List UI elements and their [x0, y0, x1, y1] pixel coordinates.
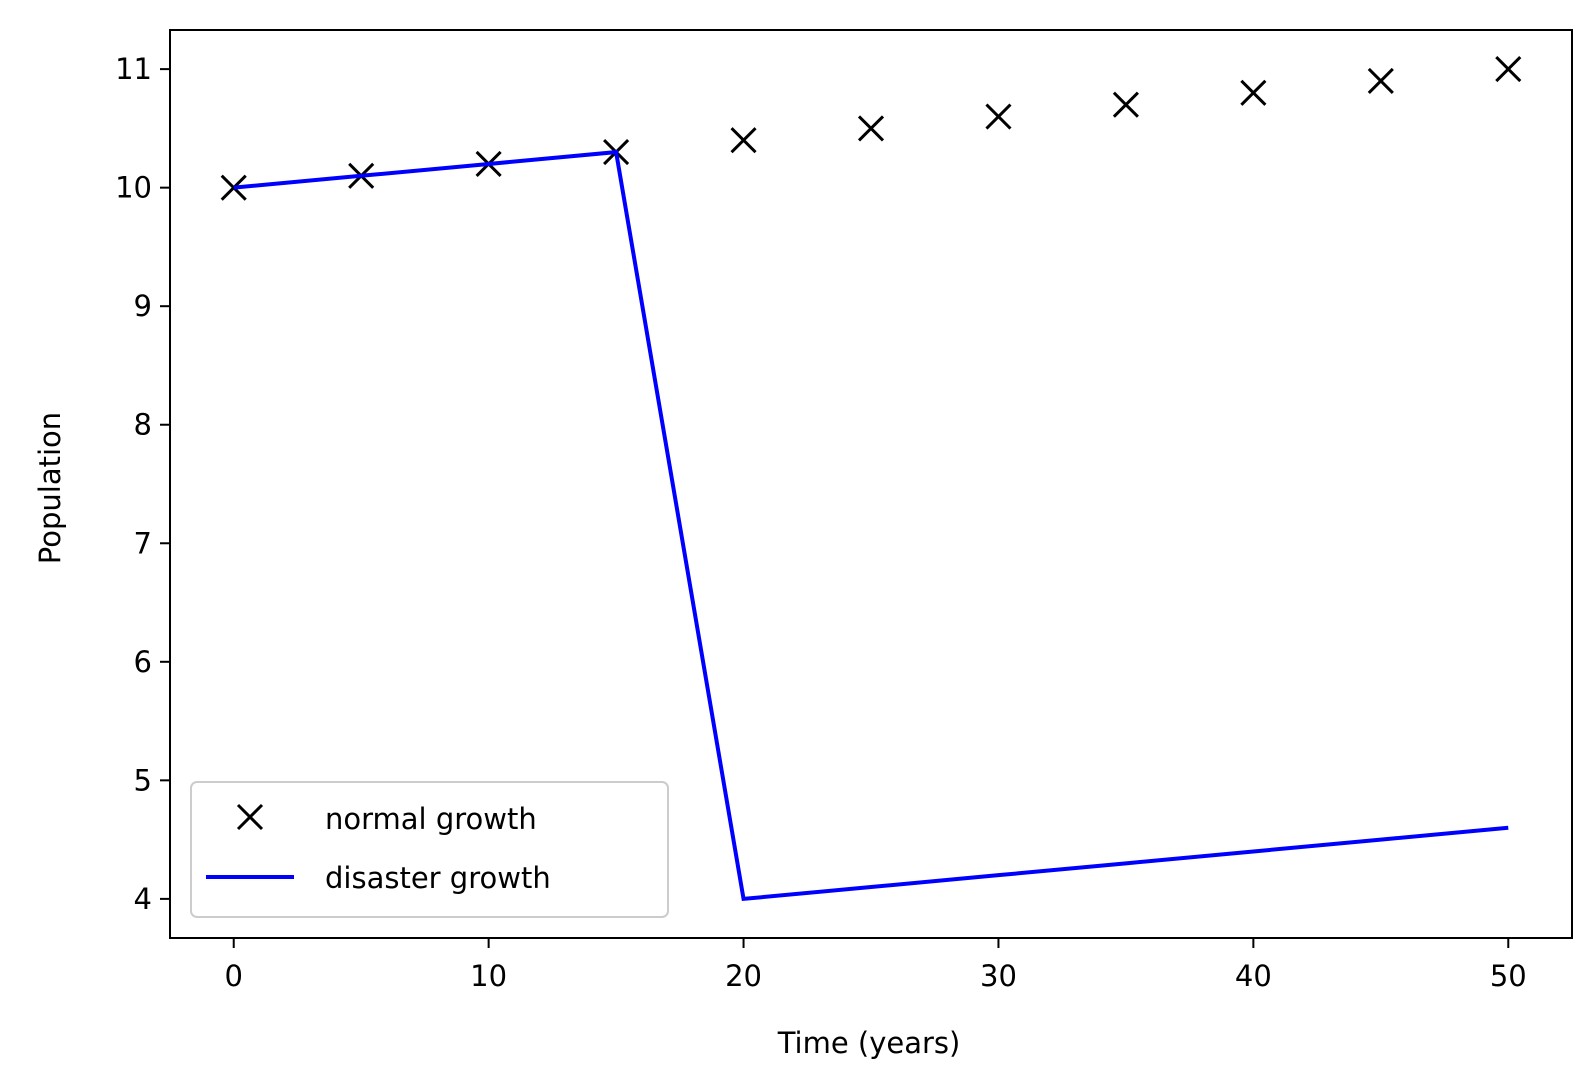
y-tick-label: 11	[115, 52, 152, 86]
x-tick-label: 50	[1490, 959, 1527, 993]
y-axis: 4 5 6 7 8 9 10 11	[115, 52, 170, 916]
y-axis-label: Population	[33, 412, 67, 564]
y-tick-label: 9	[134, 289, 152, 323]
x-axis-label: Time (years)	[777, 1026, 961, 1060]
data-point-normal-growth	[1112, 91, 1139, 118]
data-point-normal-growth	[857, 115, 885, 142]
legend-marker-normal-growth	[236, 803, 264, 831]
x-axis: 0 10 20 30 40 50	[225, 938, 1527, 993]
legend-label-normal-growth: normal growth	[325, 802, 537, 836]
y-tick-label: 7	[134, 526, 152, 560]
legend-label-disaster-growth: disaster growth	[325, 861, 551, 895]
data-point-normal-growth	[730, 127, 757, 154]
legend-frame	[190, 781, 669, 918]
y-tick-label: 10	[115, 171, 152, 205]
y-tick-label: 4	[134, 882, 152, 916]
data-point-normal-growth	[1240, 79, 1267, 106]
series-layer	[220, 56, 1522, 902]
x-tick-label: 30	[980, 959, 1017, 993]
y-tick-label: 5	[134, 763, 152, 797]
legend: normal growth disaster growth	[190, 781, 669, 918]
x-tick-label: 0	[225, 959, 243, 993]
data-point-normal-growth	[1367, 67, 1394, 95]
y-tick-label: 8	[134, 408, 152, 442]
x-tick-label: 40	[1235, 959, 1272, 993]
x-tick-label: 20	[725, 959, 762, 993]
series-line-disaster-growth	[233, 149, 1509, 902]
x-tick-label: 10	[470, 959, 507, 993]
data-point-normal-growth	[1495, 56, 1522, 83]
data-point-normal-growth	[985, 103, 1012, 130]
y-tick-label: 6	[134, 645, 152, 679]
